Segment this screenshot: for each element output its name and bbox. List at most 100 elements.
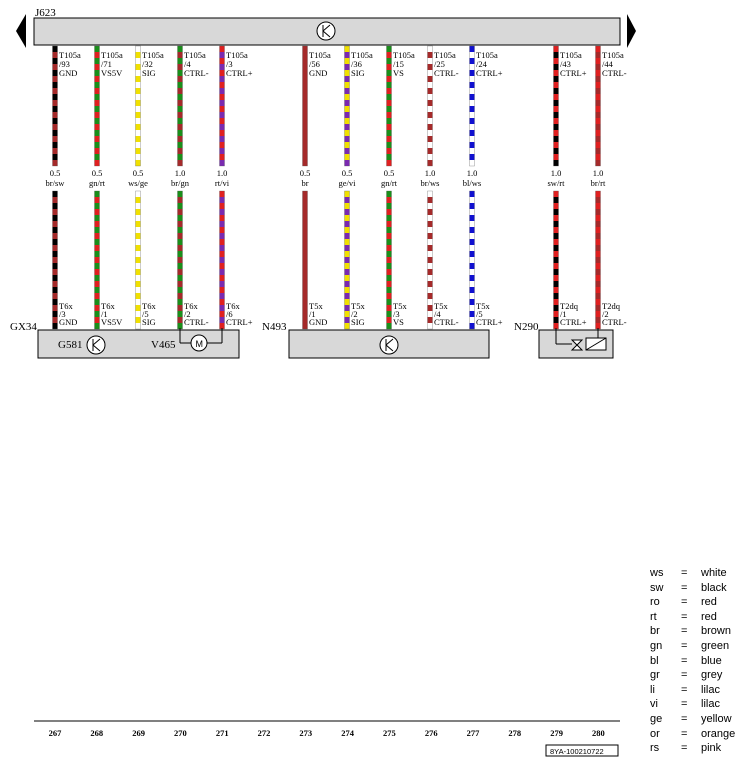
wire-gauge: 1.0 [217, 168, 228, 178]
wire-colour-code: bl/ws [463, 178, 481, 188]
legend-code: ro [650, 596, 660, 609]
lower-pin-label: /1 [101, 309, 108, 319]
upper-pin-label: CTRL+ [560, 68, 587, 78]
upper-pin-label: /25 [434, 59, 445, 69]
upper-pin-label: CTRL+ [226, 68, 253, 78]
ruler-number: 276 [425, 728, 438, 738]
upper-pin-label: T105a [434, 50, 456, 60]
control-unit-ground-symbol-icon [316, 21, 336, 41]
legend-code: or [650, 727, 660, 740]
legend-row: ge = yellow [650, 712, 744, 727]
ruler-number: 270 [174, 728, 187, 738]
legend-colour-name: white [701, 567, 727, 579]
ruler-number: 280 [592, 728, 605, 738]
upper-pin-label: T105a [602, 50, 624, 60]
ruler-number: 279 [550, 728, 563, 738]
wire-lower-1 [94, 190, 100, 330]
drawing-code: 8YA-100210722 [550, 747, 604, 756]
upper-pin-label: T105a [476, 50, 498, 60]
legend-code: ws [650, 567, 664, 579]
upper-pin-label: /36 [351, 59, 362, 69]
legend-equals: = [681, 610, 688, 623]
legend-row: ws = white [650, 566, 744, 581]
legend-equals: = [681, 567, 688, 579]
wire-upper-4 [219, 45, 225, 167]
legend-code: ge [650, 712, 663, 725]
legend-colour-name: red [701, 610, 717, 623]
wire-colour-code: sw/rt [548, 178, 566, 188]
ruler-number: 278 [508, 728, 521, 738]
wire-colour-code: ws/ge [128, 178, 148, 188]
upper-pin-label: GND [59, 68, 77, 78]
wire-upper-0 [52, 45, 58, 167]
legend-colour-name: lilac [701, 698, 720, 711]
upper-pin-label: T105a [393, 50, 415, 60]
wire-colour-code: br [301, 178, 308, 188]
lower-pin-label: /6 [226, 309, 233, 319]
lower-pin-label: /3 [59, 309, 66, 319]
lower-pin-label: T6x [184, 301, 198, 311]
upper-pin-label: VS5V [101, 68, 123, 78]
wire-upper-1 [94, 45, 100, 167]
ruler-number: 268 [90, 728, 103, 738]
legend-equals: = [681, 625, 688, 638]
lower-pin-label: VS [393, 317, 404, 327]
lower-pin-label: /3 [393, 309, 400, 319]
lower-pin-label: T6x [142, 301, 156, 311]
wire-lower-9 [469, 190, 475, 330]
svg-text:M: M [196, 339, 204, 349]
legend-row: gr = grey [650, 668, 744, 683]
legend-equals: = [681, 698, 688, 711]
wire-upper-3 [177, 45, 183, 167]
upper-pin-label: /93 [59, 59, 70, 69]
upper-pin-label: /44 [602, 59, 614, 69]
legend-row: br = brown [650, 624, 744, 639]
legend-colour-name: brown [701, 625, 731, 638]
ruler-number: 267 [49, 728, 63, 738]
wire-upper-11 [595, 45, 601, 167]
wire-colour-code: br/gn [171, 178, 190, 188]
upper-pin-label: SIG [351, 68, 365, 78]
lower-pin-label: /1 [560, 309, 567, 319]
legend-equals: = [681, 712, 688, 725]
lower-pin-label: /5 [476, 309, 483, 319]
upper-pin-label: /43 [560, 59, 571, 69]
upper-pin-label: T105a [142, 50, 164, 60]
solenoid-valve-icon [555, 328, 607, 351]
lower-pin-label: T5x [476, 301, 490, 311]
ruler-number: 269 [132, 728, 145, 738]
wire-colour-code: br/ws [421, 178, 440, 188]
upper-pin-label: CTRL- [602, 68, 627, 78]
component-label-v465: V465 [151, 339, 176, 351]
legend-equals: = [681, 654, 688, 667]
legend-equals: = [681, 683, 688, 696]
legend-row: gn = green [650, 639, 744, 654]
component-label-g581: G581 [58, 339, 82, 351]
wire-upper-6 [344, 45, 350, 167]
legend-code: li [650, 683, 655, 696]
wire-colour-code: ge/vi [339, 178, 357, 188]
wire-gauge: 1.0 [593, 168, 604, 178]
wire-gauge: 1.0 [425, 168, 436, 178]
lower-pin-label: T5x [351, 301, 365, 311]
legend-code: vi [650, 698, 658, 711]
legend-colour-name: red [701, 596, 717, 609]
legend-equals: = [681, 581, 688, 594]
legend-equals: = [681, 669, 688, 682]
wire-lower-10 [553, 190, 559, 330]
wire-upper-10 [553, 45, 559, 167]
wire-lower-2 [135, 190, 141, 330]
legend-colour-name: green [701, 639, 730, 652]
upper-pin-label: VS [393, 68, 404, 78]
wire-colour-code: gn/rt [89, 178, 106, 188]
legend-colour-name: blue [701, 654, 722, 667]
control-unit-name: J623 [35, 7, 56, 19]
lower-pin-label: SIG [351, 317, 365, 327]
legend-code: br [650, 625, 660, 638]
lower-pin-label: T6x [226, 301, 240, 311]
legend-equals: = [681, 596, 688, 609]
ruler-number: 272 [258, 728, 271, 738]
component-id-gx34: GX34 [10, 321, 37, 333]
lower-pin-label: T6x [59, 301, 73, 311]
wire-upper-8 [427, 45, 433, 167]
